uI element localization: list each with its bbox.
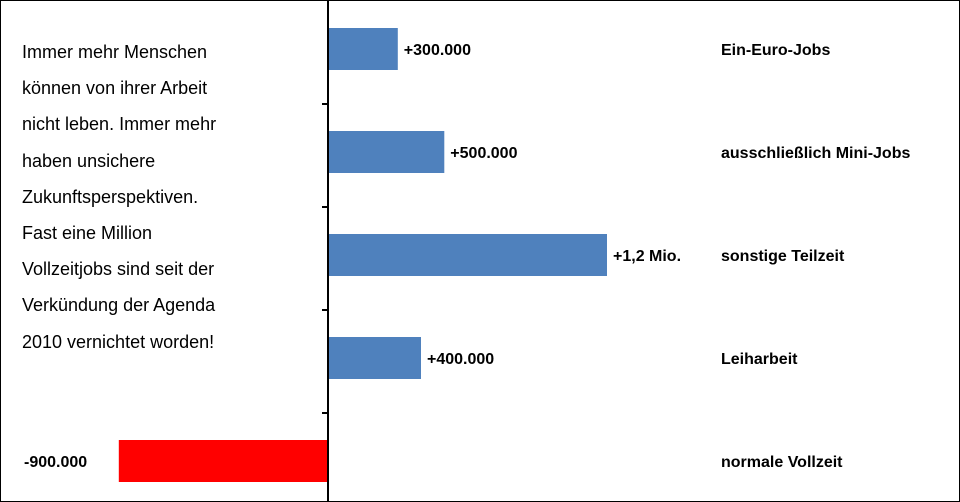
annotation-line: 2010 vernichtet worden! — [22, 331, 215, 352]
category-label: sonstige Teilzeit — [721, 248, 845, 265]
category-label: ausschließlich Mini-Jobs — [721, 145, 910, 162]
annotation-text: Immer mehr Menschen können von ihrer Arb… — [22, 34, 282, 360]
bar — [328, 131, 445, 173]
bar — [328, 234, 607, 276]
data-label: +300.000 — [404, 42, 471, 59]
annotation-line: Zukunftsperspektiven. — [22, 186, 199, 207]
annotation-line: nicht leben. Immer mehr — [22, 114, 217, 135]
bars-layer — [118, 28, 607, 482]
data-label: +500.000 — [450, 145, 517, 162]
bar — [328, 28, 398, 70]
annotation-line: Fast eine Million — [22, 223, 153, 244]
annotation-line: können von ihrer Arbeit — [22, 78, 208, 99]
annotation-line: Immer mehr Menschen — [22, 42, 208, 62]
bar — [328, 337, 421, 379]
labels-layer: +300.000 Ein-Euro-Jobs +500.000 ausschließl… — [24, 42, 910, 471]
category-label: Leiharbeit — [721, 351, 798, 368]
bar — [118, 440, 329, 482]
data-label: +400.000 — [427, 351, 494, 368]
annotation-line: haben unsichere — [22, 150, 156, 171]
annotation-line: Verkündung der Agenda — [22, 295, 216, 316]
annotation-line: Vollzeitjobs sind seit der — [22, 259, 215, 280]
data-label: +1,2 Mio. — [613, 248, 681, 265]
axis-layer — [322, 1, 329, 501]
category-label: Ein-Euro-Jobs — [721, 42, 830, 59]
category-label: normale Vollzeit — [721, 454, 843, 471]
data-label: -900.000 — [24, 454, 87, 471]
